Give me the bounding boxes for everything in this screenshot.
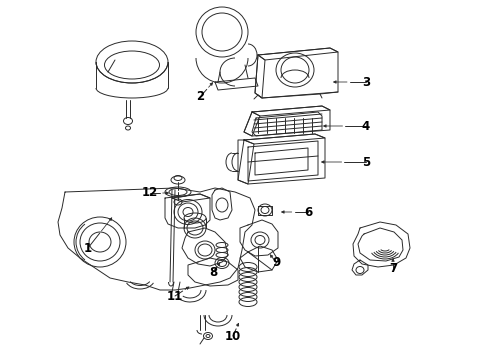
Text: 5: 5 bbox=[362, 156, 370, 168]
Text: 1: 1 bbox=[84, 242, 92, 255]
Text: 7: 7 bbox=[389, 261, 397, 274]
Text: 4: 4 bbox=[362, 120, 370, 132]
Text: 9: 9 bbox=[272, 256, 280, 269]
Text: 2: 2 bbox=[196, 90, 204, 104]
Text: 11: 11 bbox=[167, 289, 183, 302]
Text: 3: 3 bbox=[362, 76, 370, 89]
Text: 8: 8 bbox=[209, 266, 217, 279]
Text: 12: 12 bbox=[142, 186, 158, 199]
Text: 10: 10 bbox=[225, 329, 241, 342]
Text: 6: 6 bbox=[304, 206, 312, 219]
